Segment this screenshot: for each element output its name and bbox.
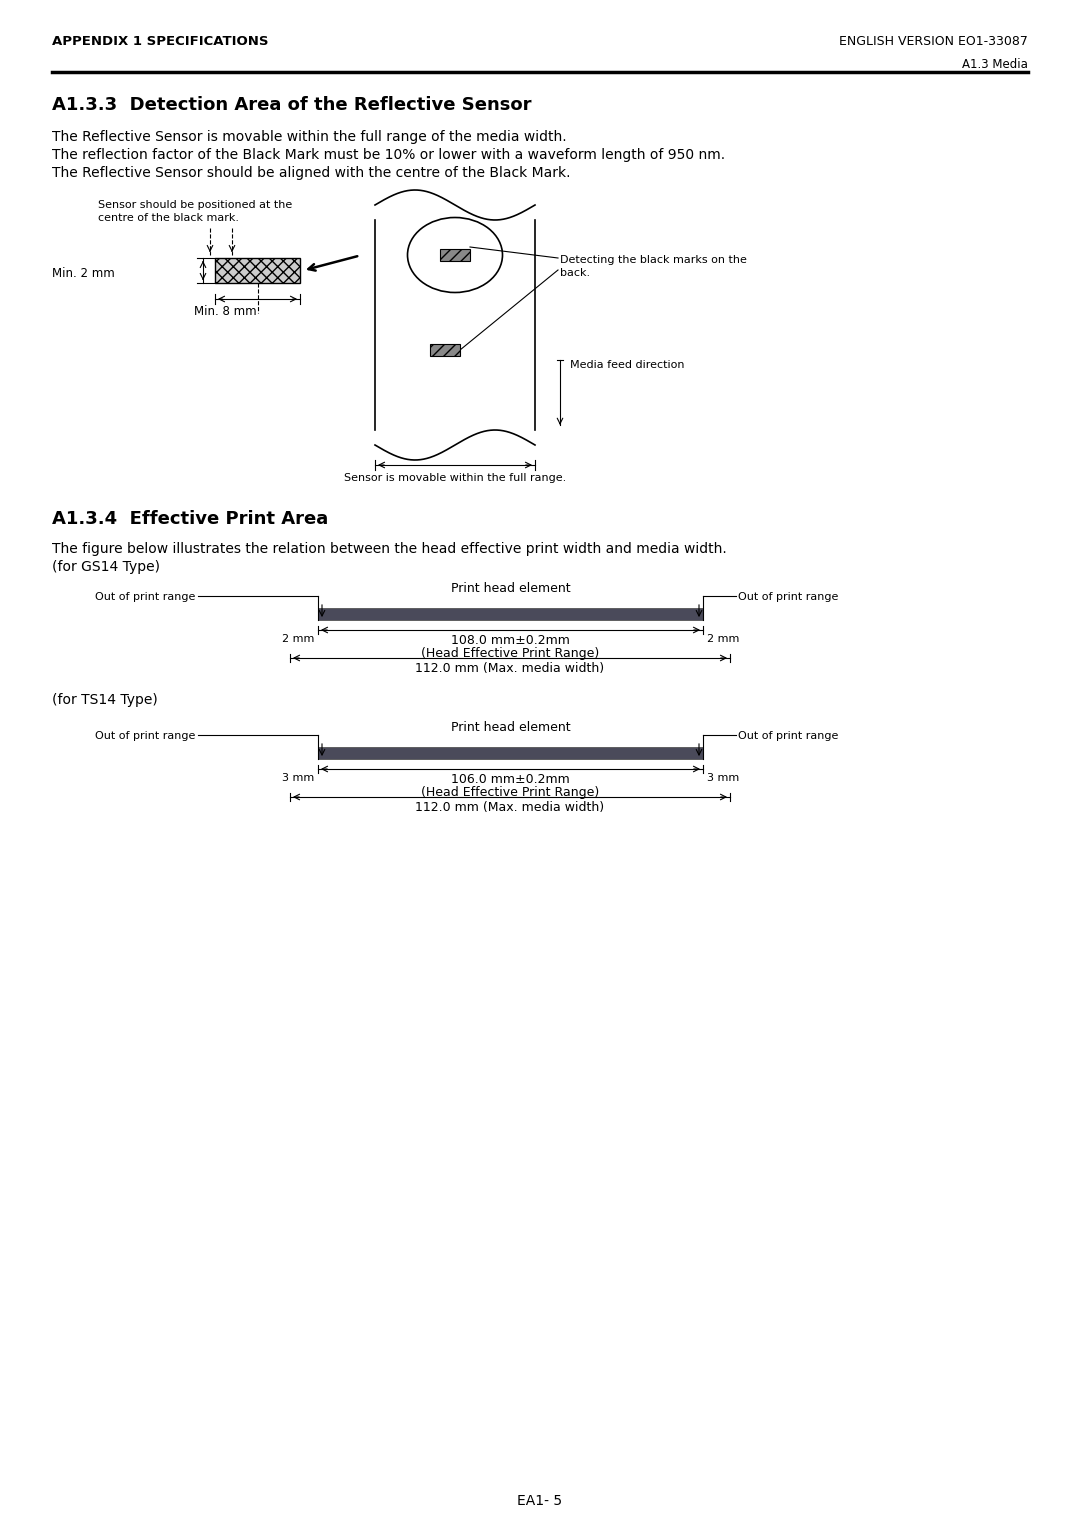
Text: 2 mm: 2 mm [282,634,314,643]
Text: (for TS14 Type): (for TS14 Type) [52,694,158,707]
Text: centre of the black mark.: centre of the black mark. [98,212,239,223]
Text: The Reflective Sensor is movable within the full range of the media width.: The Reflective Sensor is movable within … [52,130,567,144]
Text: (Head Effective Print Range): (Head Effective Print Range) [421,646,599,660]
Text: Min. 2 mm: Min. 2 mm [52,267,114,280]
Text: back.: back. [561,267,590,278]
Text: (Head Effective Print Range): (Head Effective Print Range) [421,785,599,799]
Bar [215,258,300,283]
Text: Sensor should be positioned at the: Sensor should be positioned at the [98,200,293,209]
Text: 3 mm: 3 mm [707,773,739,782]
Bar [318,608,703,620]
Text: 112.0 mm (Max. media width): 112.0 mm (Max. media width) [416,801,605,814]
Text: 112.0 mm (Max. media width): 112.0 mm (Max. media width) [416,662,605,675]
Text: A1.3.4  Effective Print Area: A1.3.4 Effective Print Area [52,510,328,529]
Ellipse shape [407,217,502,292]
Text: APPENDIX 1 SPECIFICATIONS: APPENDIX 1 SPECIFICATIONS [52,35,269,47]
Text: Out of print range: Out of print range [738,730,838,741]
Text: Print head element: Print head element [450,582,570,594]
Text: A1.3 Media: A1.3 Media [962,58,1028,70]
Text: (for GS14 Type): (for GS14 Type) [52,559,160,575]
Bar [318,747,703,759]
Text: A1.3.3  Detection Area of the Reflective Sensor: A1.3.3 Detection Area of the Reflective … [52,96,531,115]
Text: The figure below illustrates the relation between the head effective print width: The figure below illustrates the relatio… [52,542,727,556]
Text: Min. 8 mm: Min. 8 mm [193,306,256,318]
Text: 2 mm: 2 mm [707,634,740,643]
Text: 108.0 mm±0.2mm: 108.0 mm±0.2mm [451,634,570,646]
Text: The reflection factor of the Black Mark must be 10% or lower with a waveform len: The reflection factor of the Black Mark … [52,148,725,162]
Text: Out of print range: Out of print range [738,591,838,602]
Text: EA1- 5: EA1- 5 [517,1494,563,1508]
Text: Sensor is movable within the full range.: Sensor is movable within the full range. [343,474,566,483]
Text: 106.0 mm±0.2mm: 106.0 mm±0.2mm [451,773,570,785]
Bar [440,249,470,261]
Text: 3 mm: 3 mm [282,773,314,782]
Bar [430,344,460,356]
Text: ENGLISH VERSION EO1-33087: ENGLISH VERSION EO1-33087 [839,35,1028,47]
Text: Out of print range: Out of print range [95,591,195,602]
Text: Media feed direction: Media feed direction [570,361,685,370]
Text: Out of print range: Out of print range [95,730,195,741]
Text: Detecting the black marks on the: Detecting the black marks on the [561,255,747,264]
Text: Print head element: Print head element [450,721,570,733]
Text: The Reflective Sensor should be aligned with the centre of the Black Mark.: The Reflective Sensor should be aligned … [52,167,570,180]
